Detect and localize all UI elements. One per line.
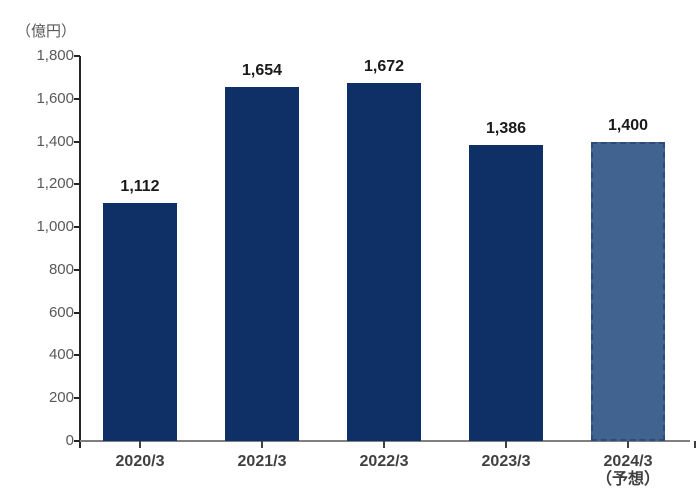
bar bbox=[469, 144, 543, 441]
bar-value-label: 1,386 bbox=[485, 119, 527, 137]
y-tick-mark bbox=[74, 183, 80, 186]
x-tick-mark bbox=[627, 441, 629, 448]
y-tick-label: 1,600 bbox=[36, 89, 74, 107]
y-tick-label: 1,000 bbox=[36, 218, 74, 236]
x-category-label: 2023/3 bbox=[481, 453, 531, 470]
bar-value-label: 1,112 bbox=[120, 178, 160, 196]
bar bbox=[347, 83, 421, 441]
x-category-label: 2020/3 bbox=[115, 453, 165, 470]
y-tick-mark bbox=[74, 97, 80, 100]
y-tick-mark bbox=[74, 226, 80, 229]
y-tick-mark bbox=[74, 440, 80, 442]
y-tick-mark bbox=[74, 311, 80, 314]
y-tick-mark bbox=[74, 354, 80, 357]
y-tick-label: 400 bbox=[48, 346, 74, 364]
y-tick-label: 1,400 bbox=[36, 132, 74, 150]
y-tick-label: 0 bbox=[65, 432, 74, 449]
x-category-label: 2024/3 （予想） bbox=[567, 453, 689, 489]
y-tick-mark bbox=[74, 268, 80, 271]
y-tick-mark bbox=[74, 140, 80, 143]
y-tick-mark bbox=[74, 55, 80, 57]
x-category-label: 2021/3 bbox=[237, 453, 287, 470]
x-tick-mark bbox=[505, 441, 507, 448]
bar-value-label: 1,400 bbox=[607, 116, 649, 134]
bar bbox=[225, 87, 299, 441]
x-tick-mark bbox=[139, 441, 141, 448]
bar bbox=[103, 203, 177, 441]
bar-value-label: 1,654 bbox=[241, 62, 283, 80]
bar-value-label: 1,672 bbox=[363, 58, 405, 76]
y-tick-label: 1,200 bbox=[36, 175, 74, 193]
x-tick-mark bbox=[261, 441, 263, 448]
bar-forecast bbox=[591, 141, 665, 441]
x-tick-mark bbox=[383, 441, 385, 448]
y-tick-label: 1,800 bbox=[36, 47, 74, 64]
y-tick-label: 600 bbox=[48, 303, 74, 321]
y-axis-line bbox=[79, 56, 81, 448]
y-tick-mark bbox=[74, 397, 80, 400]
y-tick-label: 200 bbox=[48, 389, 74, 407]
x-category-sublabel: （予想） bbox=[595, 471, 660, 488]
x-tick-mark bbox=[694, 441, 696, 448]
y-axis-unit-label: （億円） bbox=[16, 23, 77, 40]
y-tick-label: 800 bbox=[48, 260, 74, 278]
x-category-label: 2022/3 bbox=[359, 453, 409, 470]
